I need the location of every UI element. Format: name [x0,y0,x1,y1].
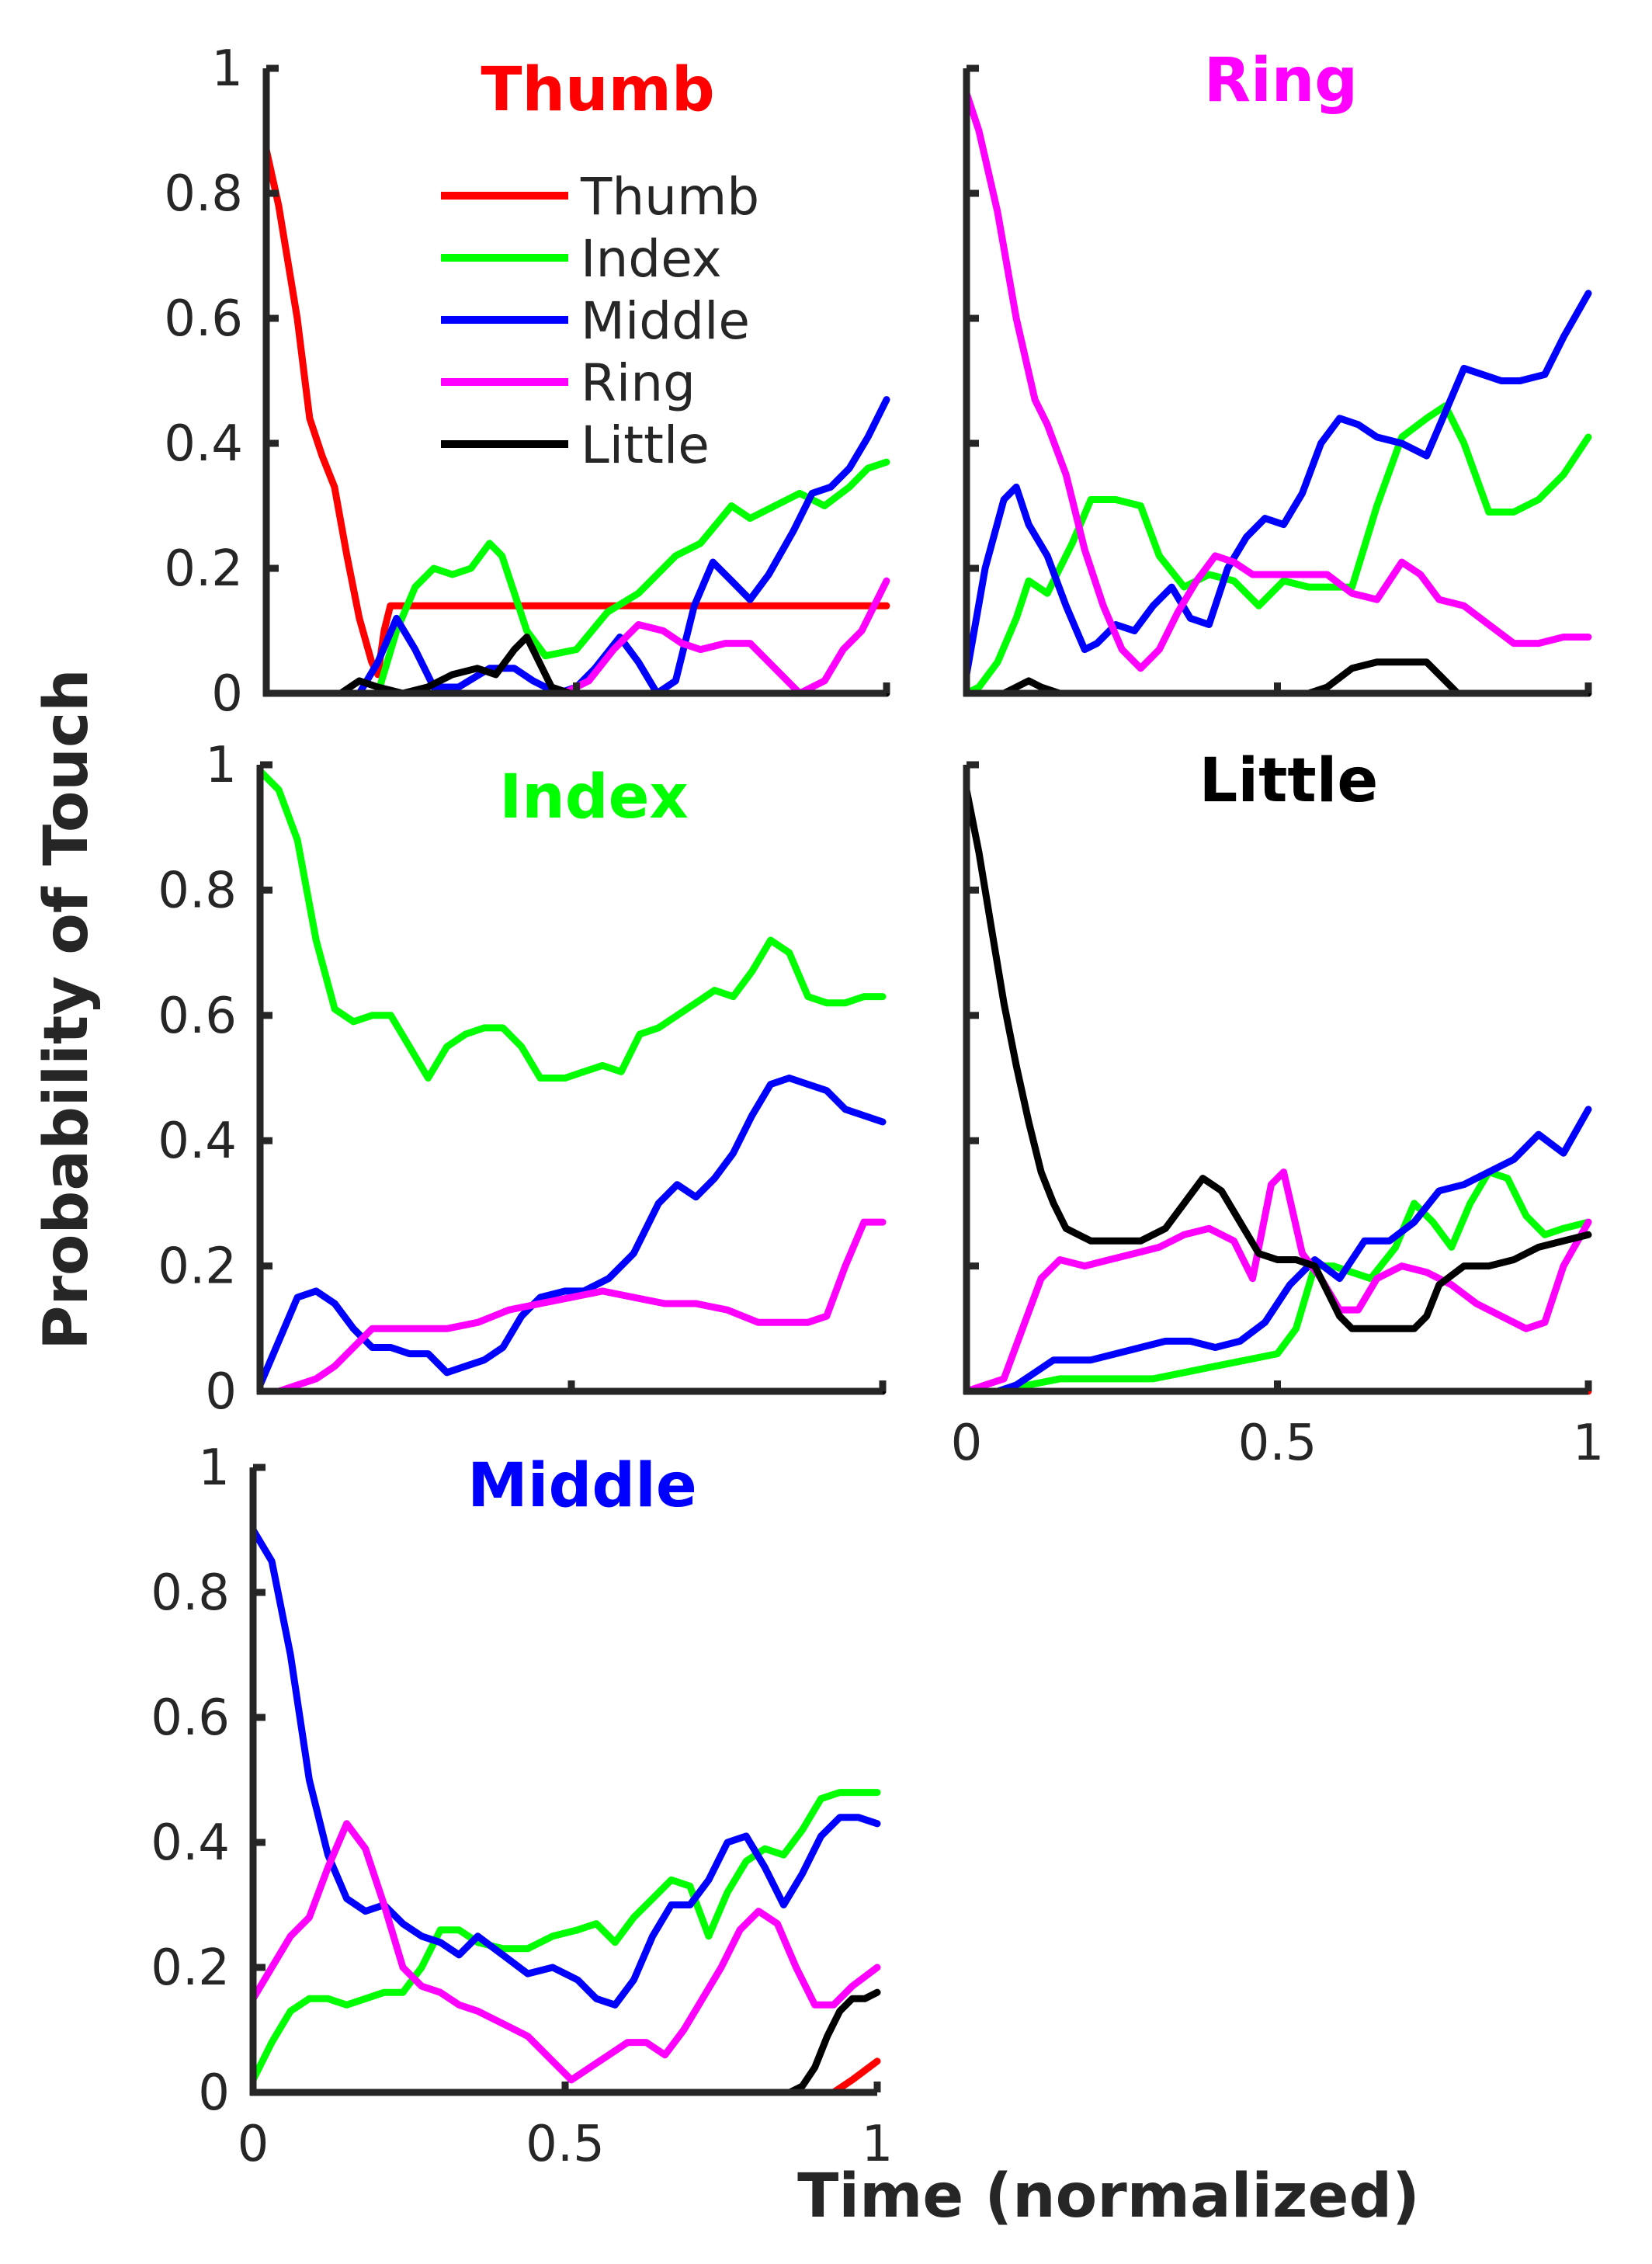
x-axis-label: Time (normalized) [797,2162,1420,2231]
middle-panel-title: Middle [467,1451,697,1521]
thumb-panel-title: Thumb [481,55,714,125]
middle-series-ring [249,1820,881,2084]
thumb-y-tick-label: 0.8 [164,165,243,223]
little-x-tick-label: 1 [1573,1415,1605,1472]
index-y-tick-label: 1 [205,737,237,794]
thumb-y-tick-label: 0 [211,665,243,723]
panel-index: 0 0.2 0.4 0.6 0.8 1 Index [158,737,887,1421]
thumb-series-index [262,458,890,697]
middle-x-tick-label: 0.5 [526,2116,605,2173]
thumb-y-tick-label: 0.2 [164,540,243,598]
little-series-middle [963,1106,1592,1395]
legend-label-little: Little [581,415,710,475]
legend-label-middle: Middle [581,291,750,351]
panel-thumb: 0 0.2 0.4 0.6 0.8 1 Thumb [164,40,890,723]
thumb-y-tick-label: 0.6 [164,290,243,348]
little-series-little [963,786,1592,1332]
little-x-tick-label: 0.5 [1238,1415,1317,1472]
thumb-series-thumb [262,146,890,679]
legend-label-index: Index [581,229,722,289]
middle-y-tick-label: 0.6 [151,1689,230,1747]
middle-y-tick-label: 1 [198,1439,230,1497]
index-y-tick-label: 0.4 [158,1113,237,1170]
panels: 0 0.2 0.4 0.6 0.8 1 Thumb Ring 0 0.2 0.4 0.6 0.8 1 Ind… [151,40,1604,2173]
index-y-tick-label: 0.2 [158,1238,237,1296]
little-x-tick-label: 0 [951,1415,983,1472]
legend-label-thumb: Thumb [580,167,759,227]
thumb-series-middle [262,396,890,697]
thumb-y-tick-label: 1 [211,40,243,98]
middle-y-tick-label: 0 [198,2064,230,2122]
index-y-tick-label: 0 [205,1363,237,1421]
index-series-middle [256,1075,887,1389]
panel-little: 0 0.5 1 Little [951,746,1605,1472]
index-panel-title: Index [499,762,689,832]
middle-y-tick-label: 0.2 [151,1939,230,1997]
little-series-index [963,1168,1592,1395]
ring-panel-title: Ring [1204,46,1358,116]
middle-series-middle [249,1526,881,2009]
ring-series-middle [963,290,1592,679]
ring-series-ring [963,89,1592,672]
legend-label-ring: Ring [581,353,696,413]
panel-ring: Ring [963,46,1592,697]
middle-x-tick-label: 0 [238,2116,269,2173]
ring-series-index [963,402,1592,697]
thumb-y-tick-label: 0.4 [164,415,243,473]
index-series-index [256,767,887,1082]
index-series-ring [256,1218,887,1395]
index-y-tick-label: 0.8 [158,862,237,919]
little-panel-title: Little [1199,746,1379,816]
thumb-series-ring [262,577,890,697]
panel-middle: 0 0.2 0.4 0.6 0.8 1 0 0.5 1 Middle [151,1439,893,2173]
middle-y-tick-label: 0.4 [151,1814,230,1872]
middle-x-tick-label: 1 [862,2116,894,2173]
index-y-tick-label: 0.6 [158,988,237,1045]
middle-y-tick-label: 0.8 [151,1564,230,1622]
y-axis-label: Probability of Touch [32,668,102,1349]
little-series-ring [963,1168,1592,1395]
middle-series-index [249,1789,881,2084]
ring-series-little [963,658,1592,697]
